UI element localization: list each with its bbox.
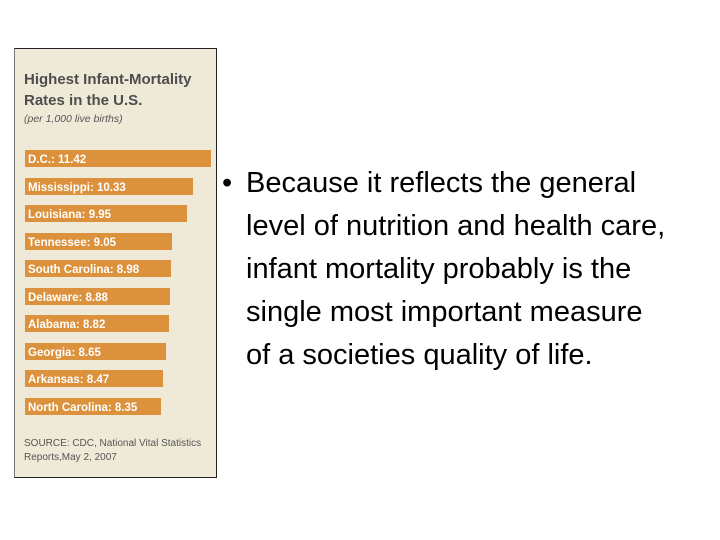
chart-title: Highest Infant-Mortality Rates in the U.…	[24, 71, 192, 109]
bar-label: Delaware: 8.88	[28, 291, 108, 304]
chart-source: SOURCE: CDC, National Vital Statistics R…	[24, 438, 202, 463]
bar-label: Mississippi: 10.33	[28, 181, 126, 194]
bar-label: Georgia: 8.65	[28, 346, 101, 359]
bar-label: D.C.: 11.42	[28, 154, 87, 166]
bar-mississippi: Mississippi: 10.33	[25, 177, 194, 195]
bullet-text: Because it reflects the general level of…	[246, 167, 666, 371]
bar-alabama: Alabama: 8.82	[25, 315, 169, 332]
bar-arkansas: Arkansas: 8.47	[25, 370, 163, 387]
bar-label: North Carolina: 8.35	[28, 401, 138, 414]
bar-label: Alabama: 8.82	[28, 319, 106, 331]
bar-south-carolina: South Carolina: 8.98	[25, 260, 172, 277]
bar-georgia: Georgia: 8.65	[25, 342, 166, 360]
bar-tennessee: Tennessee: 9.05	[25, 232, 173, 250]
bar-north-carolina: North Carolina: 8.35	[25, 397, 161, 415]
bar-label: South Carolina: 8.98	[28, 264, 140, 276]
infant-mortality-chart: Highest Infant-Mortality Rates in the U.…	[14, 48, 217, 478]
bar-delaware: Delaware: 8.88	[25, 287, 170, 305]
bar-label: Tennessee: 9.05	[28, 236, 117, 249]
chart-bars: D.C.: 11.42 Mississippi: 10.33 Louisiana: …	[25, 150, 215, 415]
bar-louisiana: Louisiana: 9.95	[25, 205, 188, 222]
bar-label: Arkansas: 8.47	[28, 374, 110, 386]
bar-d-c: D.C.: 11.42	[25, 150, 211, 167]
bullet-marker: •	[222, 167, 233, 199]
bar-label: Louisiana: 9.95	[28, 209, 112, 221]
chart-subtitle: (per 1,000 live births)	[24, 113, 123, 125]
